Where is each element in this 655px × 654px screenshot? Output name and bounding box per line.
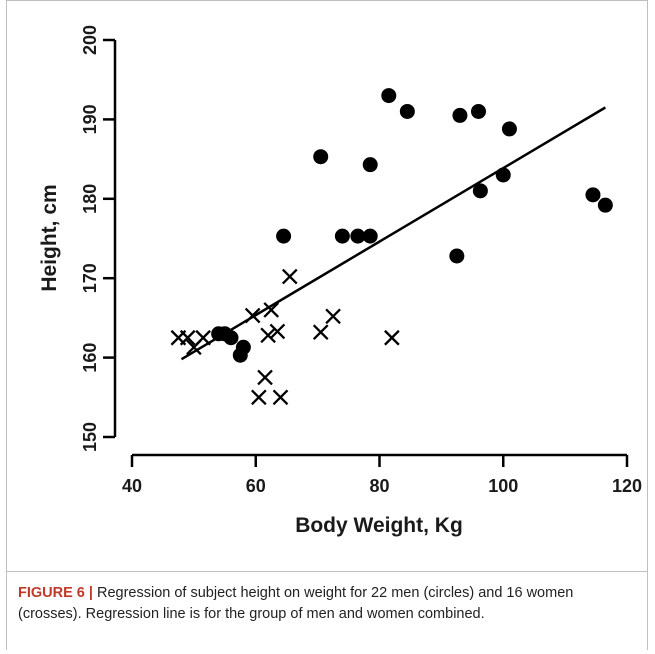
circle-point	[235, 339, 251, 355]
cross-point	[195, 329, 211, 346]
circle-point	[350, 228, 366, 244]
cross-point	[244, 307, 261, 324]
cross-point	[272, 389, 289, 406]
cross-stroke	[325, 308, 341, 325]
x-axis-title: Body Weight, Kg	[295, 514, 463, 537]
circle-point	[495, 167, 511, 183]
y-tick-label: 160	[80, 343, 100, 373]
cross-stroke	[269, 323, 286, 340]
cross-point	[251, 389, 267, 406]
circle-point	[334, 228, 350, 244]
cross-stroke	[272, 389, 289, 406]
figure-frame	[6, 0, 648, 650]
y-axis-title: Height, cm	[38, 184, 61, 291]
x-tick-label: 40	[122, 476, 142, 496]
circle-point	[362, 228, 378, 244]
circle-point	[452, 107, 468, 123]
x-tick-label: 60	[246, 476, 266, 496]
cross-point	[384, 329, 400, 346]
circle-point	[381, 88, 397, 104]
cross-point	[263, 302, 280, 318]
cross-point	[269, 323, 286, 340]
circle-point	[585, 187, 601, 203]
cross-stroke	[260, 327, 276, 344]
y-tick-label: 200	[80, 25, 100, 55]
circle-point	[597, 197, 613, 213]
cross-stroke	[179, 329, 196, 346]
cross-stroke	[195, 329, 211, 346]
y-tick-label: 150	[80, 422, 100, 452]
figure-caption: FIGURE 6 | Regression of subject height …	[18, 583, 638, 625]
ticks: 40 60 80 100 120 150 160 170 180 190 200	[80, 25, 642, 496]
cross-stroke	[257, 369, 273, 386]
y-tick-label: 170	[80, 263, 100, 293]
cross-stroke	[281, 268, 298, 285]
y-tick-label: 180	[80, 184, 100, 214]
circle-point	[399, 103, 415, 119]
circle-point	[449, 248, 465, 264]
circle-point	[471, 103, 486, 119]
y-tick-label: 190	[80, 104, 100, 134]
circle-point	[223, 330, 239, 346]
regression-line	[180, 106, 606, 361]
circle-point	[362, 157, 378, 173]
cross-stroke	[384, 329, 400, 346]
cross-point	[260, 327, 276, 344]
cross-stroke	[263, 302, 280, 318]
x-tick-label: 80	[369, 476, 389, 496]
cross-point	[312, 324, 329, 341]
regression-line-group	[180, 106, 606, 361]
caption-label: FIGURE 6 |	[18, 585, 93, 601]
cross-point	[325, 308, 341, 325]
x-tick-label: 120	[612, 476, 642, 496]
caption-text: Regression of subject height on weight f…	[18, 585, 574, 622]
circle-point	[313, 149, 329, 165]
data-points	[170, 88, 613, 406]
circle-point	[276, 228, 292, 244]
cross-point	[179, 329, 196, 346]
cross-point	[281, 268, 298, 285]
cross-stroke	[312, 324, 329, 341]
cross-stroke	[251, 389, 267, 406]
circle-point	[501, 121, 517, 137]
scatter-chart: 40 60 80 100 120 150 160 170 180 190 200 Body Weig…	[38, 25, 642, 537]
caption-divider	[6, 571, 648, 572]
circle-point	[472, 183, 488, 199]
cross-stroke	[244, 307, 261, 324]
cross-point	[257, 369, 273, 386]
x-tick-label: 100	[488, 476, 518, 496]
